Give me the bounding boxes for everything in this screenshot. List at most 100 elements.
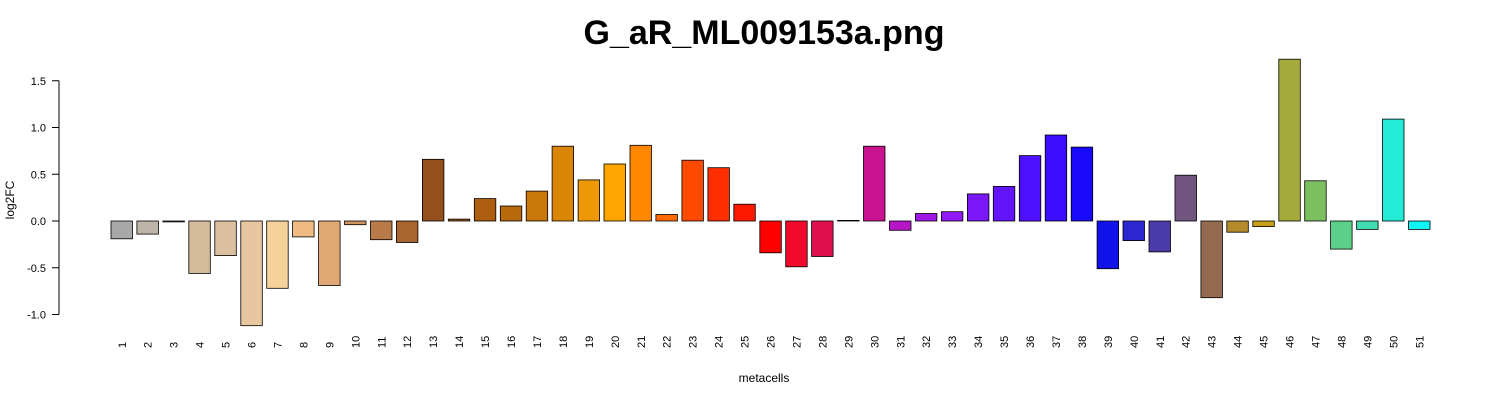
x-tick-label: 5 (221, 342, 233, 348)
x-tick-label: 25 (740, 336, 752, 348)
x-tick-label: 44 (1233, 336, 1245, 348)
x-tick-label: 16 (506, 336, 518, 348)
bar-metacell-25 (733, 203, 756, 222)
bar-metacell-18 (551, 145, 574, 222)
x-tick-label: 24 (714, 336, 726, 348)
x-tick-label: 39 (1103, 336, 1115, 348)
bar-metacell-38 (1070, 146, 1094, 222)
y-tick-label: -0.5 (27, 263, 46, 275)
bar-metacell-11 (370, 220, 393, 241)
bar-metacell-49 (1356, 220, 1379, 230)
x-tick-label: 7 (272, 342, 284, 348)
bar-metacell-46 (1278, 58, 1301, 222)
bar-metacell-15 (473, 198, 497, 222)
bar-metacell-17 (525, 190, 549, 222)
x-tick-label: 47 (1311, 336, 1323, 348)
bar-metacell-51 (1408, 220, 1431, 230)
x-tick-label: 35 (999, 336, 1011, 348)
x-tick-label: 2 (143, 342, 155, 348)
bar-metacell-23 (681, 159, 704, 222)
x-tick-label: 20 (610, 336, 622, 348)
x-tick-label: 26 (766, 336, 778, 348)
x-tick-label: 15 (480, 336, 492, 348)
bar-metacell-24 (707, 167, 730, 222)
x-tick-label: 38 (1077, 336, 1089, 348)
bar-metacell-27 (785, 220, 808, 268)
y-tick-label: 0.5 (31, 169, 46, 181)
x-tick-label: 49 (1362, 336, 1374, 348)
bar-metacell-43 (1200, 220, 1223, 299)
bar-metacell-8 (292, 220, 315, 238)
bar-metacell-26 (759, 220, 782, 254)
bar-metacell-3 (162, 220, 185, 223)
y-tick-label: -1.0 (27, 310, 46, 322)
x-tick-label: 31 (895, 336, 907, 348)
bar-metacell-48 (1330, 220, 1353, 250)
x-tick-label: 17 (532, 336, 544, 348)
bar-metacell-39 (1096, 220, 1119, 270)
x-tick-label: 9 (324, 342, 336, 348)
x-tick-label: 41 (1155, 336, 1167, 348)
x-tick-label: 40 (1129, 336, 1141, 348)
y-tick-label: 1.0 (31, 123, 46, 135)
x-tick-label: 21 (636, 336, 648, 348)
x-tick-label: 32 (921, 336, 933, 348)
bar-metacell-13 (421, 158, 445, 222)
x-tick-label: 22 (662, 336, 674, 348)
bar-metacell-31 (889, 220, 912, 231)
bars-group (110, 58, 1431, 327)
bar-metacell-32 (915, 213, 938, 222)
bar-metacell-33 (941, 211, 964, 222)
x-tick-label: 10 (350, 336, 362, 348)
bar-metacell-40 (1122, 220, 1145, 242)
bar-metacell-16 (499, 205, 523, 222)
x-tick-label: 30 (869, 336, 881, 348)
bar-metacell-10 (344, 220, 367, 226)
x-tick-label: 43 (1207, 336, 1219, 348)
bar-metacell-29 (837, 219, 860, 222)
x-tick-label: 12 (402, 336, 414, 348)
bar-metacell-9 (318, 220, 341, 286)
x-tick-label: 46 (1285, 336, 1297, 348)
x-tick-labels: 1 2 3 4 5 6 7 8 9 10 11 12 13 14 15 16 17 18 19 20 21 22 23 24 2… (117, 336, 1427, 348)
bar-metacell-50 (1382, 118, 1405, 222)
bar-metacell-37 (1044, 134, 1068, 222)
x-tick-label: 28 (817, 336, 829, 348)
x-tick-label: 50 (1388, 336, 1400, 348)
x-tick-label: 8 (298, 342, 310, 348)
bar-metacell-5 (214, 220, 237, 256)
x-tick-label: 29 (843, 336, 855, 348)
x-tick-label: 11 (376, 337, 388, 348)
x-tick-label: 27 (791, 336, 803, 348)
bar-metacell-30 (863, 145, 886, 222)
y-tick-label: 0.0 (31, 216, 46, 228)
bar-metacell-20 (603, 163, 626, 222)
x-tick-label: 36 (1025, 336, 1037, 348)
bar-metacell-44 (1226, 220, 1249, 233)
x-tick-label: 3 (169, 342, 181, 348)
bar-metacell-22 (655, 214, 678, 222)
bar-metacell-41 (1148, 220, 1171, 253)
bar-metacell-47 (1304, 180, 1327, 222)
bar-metacell-34 (967, 193, 990, 222)
bar-metacell-42 (1174, 174, 1197, 222)
y-axis-label: log2FC (3, 180, 17, 219)
bar-metacell-36 (1018, 155, 1042, 222)
x-tick-label: 6 (247, 342, 259, 348)
x-tick-label: 4 (195, 342, 207, 348)
bar-metacell-28 (811, 220, 834, 257)
x-tick-label: 18 (558, 336, 570, 348)
bar-metacell-14 (447, 218, 471, 222)
x-tick-label: 45 (1259, 336, 1271, 348)
x-tick-label: 51 (1414, 336, 1426, 348)
x-tick-label: 48 (1336, 336, 1348, 348)
x-tick-label: 37 (1051, 336, 1063, 348)
bar-metacell-45 (1252, 220, 1275, 227)
bar-metacell-35 (992, 185, 1016, 222)
y-tick-label: 1.5 (31, 76, 46, 88)
bar-metacell-6 (240, 220, 263, 327)
bar-metacell-21 (629, 144, 652, 222)
x-tick-label: 13 (428, 336, 440, 348)
x-tick-label: 19 (584, 336, 596, 348)
